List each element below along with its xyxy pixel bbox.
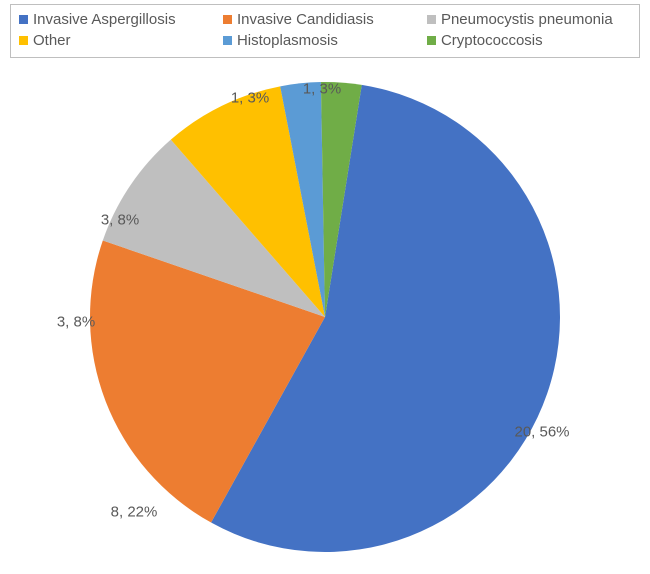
legend-item: Histoplasmosis (223, 30, 427, 51)
slice-label: 1, 3% (231, 90, 269, 107)
legend-swatch (427, 36, 436, 45)
legend-item: Other (19, 30, 223, 51)
legend-swatch (223, 36, 232, 45)
legend-label: Cryptococcosis (441, 32, 543, 49)
slice-label: 8, 22% (111, 504, 158, 521)
legend-label: Other (33, 32, 71, 49)
chart-area: 20, 56% 8, 22% 3, 8% 3, 8% 1, 3% 1, 3% (0, 60, 650, 574)
legend-swatch (427, 15, 436, 24)
legend: Invasive Aspergillosis Invasive Candidias… (10, 4, 640, 58)
slice-label: 3, 8% (57, 314, 95, 331)
legend-swatch (19, 36, 28, 45)
legend-item: Cryptococcosis (427, 30, 631, 51)
slice-label: 3, 8% (101, 212, 139, 229)
legend-label: Histoplasmosis (237, 32, 338, 49)
legend-label: Invasive Candidiasis (237, 11, 374, 28)
pie-chart (89, 81, 561, 553)
legend-item: Invasive Aspergillosis (19, 9, 223, 30)
legend-item: Pneumocystis pneumonia (427, 9, 631, 30)
slice-label: 20, 56% (514, 424, 569, 441)
slice-label: 1, 3% (303, 81, 341, 98)
legend-item: Invasive Candidiasis (223, 9, 427, 30)
legend-label: Invasive Aspergillosis (33, 11, 176, 28)
legend-label: Pneumocystis pneumonia (441, 11, 613, 28)
legend-swatch (223, 15, 232, 24)
chart-container: Invasive Aspergillosis Invasive Candidias… (0, 0, 650, 574)
legend-swatch (19, 15, 28, 24)
